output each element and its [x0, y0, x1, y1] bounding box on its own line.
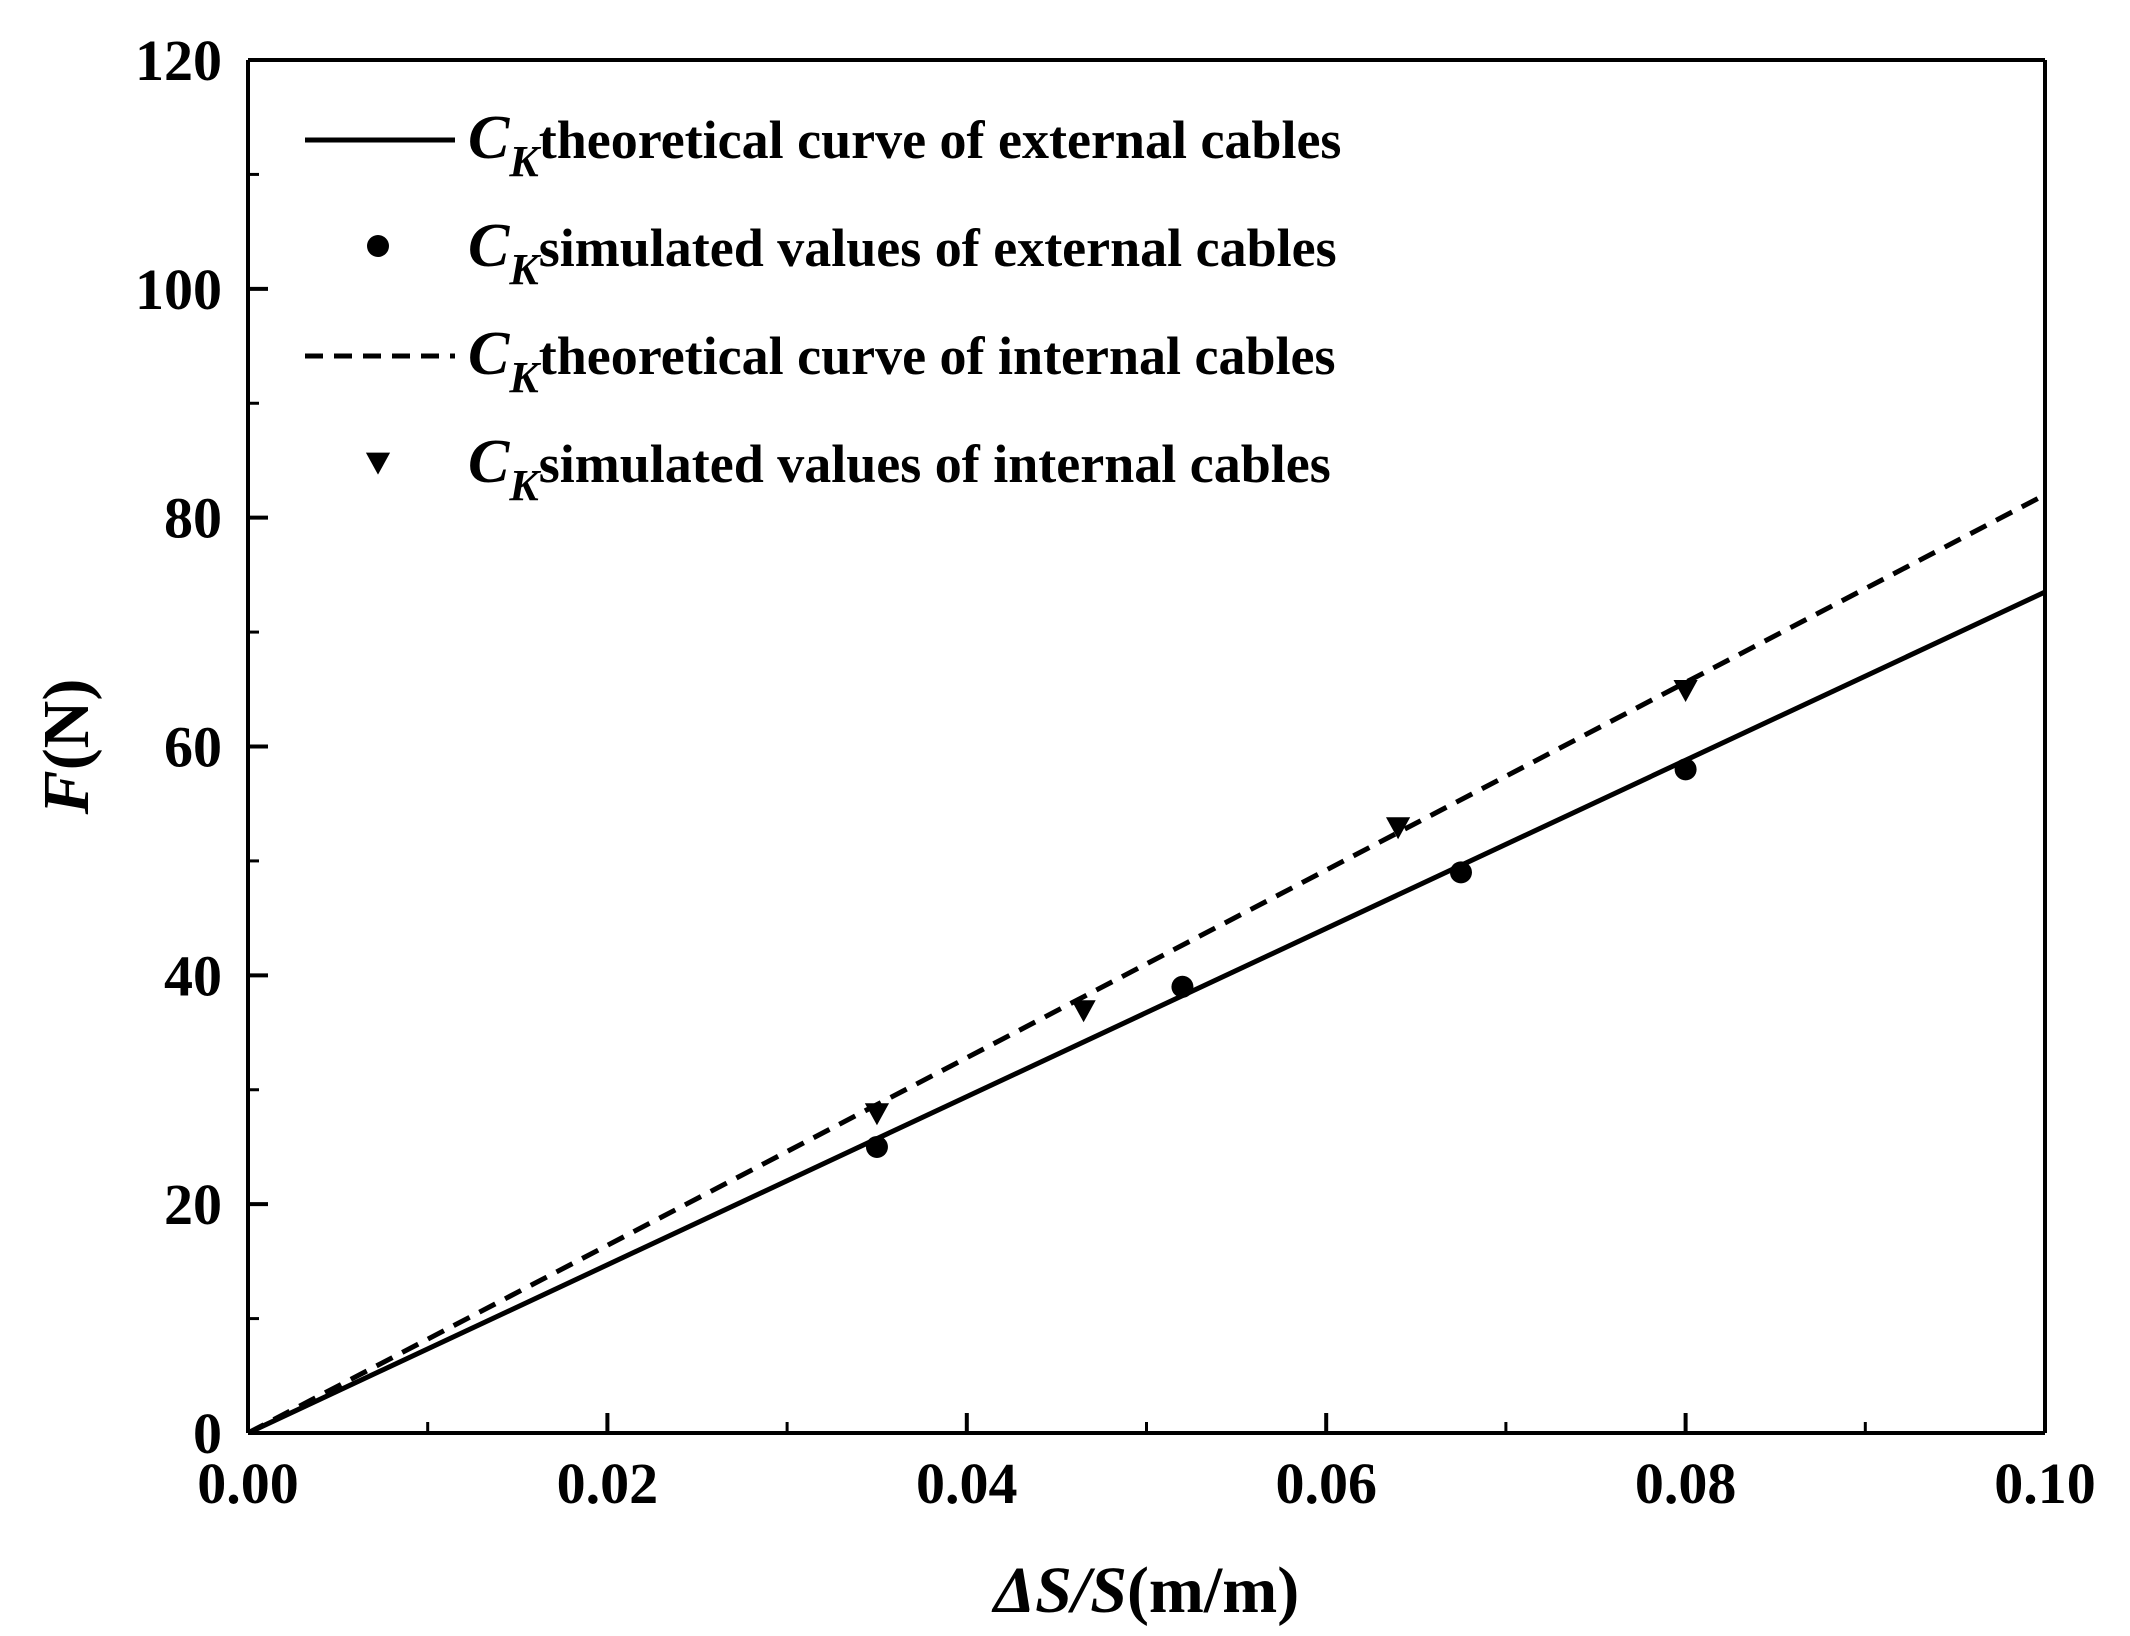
- x-axis-title-unit: (m/m): [1127, 1554, 1299, 1627]
- x-axis-title-symbol: ΔS/S: [991, 1554, 1127, 1627]
- x-tick-label: 0.08: [1635, 1451, 1737, 1516]
- triangle-data-point: [1385, 817, 1411, 840]
- legend-item: CKtheoretical curve of internal cables: [305, 320, 1336, 402]
- legend-subscript: K: [508, 353, 541, 402]
- legend-subscript: K: [508, 137, 541, 186]
- legend-subscript: K: [508, 461, 541, 510]
- legend-label: CKsimulated values of internal cables: [468, 428, 1331, 510]
- y-tick-label: 40: [164, 943, 222, 1008]
- x-tick-label: 0.04: [916, 1451, 1018, 1516]
- legend-name: simulated values of internal cables: [539, 434, 1331, 494]
- legend-item: CKtheoretical curve of external cables: [305, 104, 1341, 186]
- legend-symbol: C: [468, 320, 510, 388]
- y-tick-label: 100: [135, 257, 222, 322]
- x-ticks: 0.00 0.02 0.04 0.06 0.08 0.10: [197, 1413, 2096, 1516]
- legend-symbol: C: [468, 428, 510, 496]
- dashed-series-line: [248, 492, 2045, 1433]
- circle-data-point: [1449, 861, 1472, 884]
- legend-label: CKtheoretical curve of external cables: [468, 104, 1341, 186]
- legend: CKtheoretical curve of external cablesCK…: [305, 104, 1341, 510]
- y-ticks: 0 20 40 60 80 100 120: [135, 28, 268, 1466]
- circle-data-point: [1674, 758, 1697, 781]
- y-axis-title-symbol: F: [30, 770, 103, 815]
- circle-data-point: [865, 1135, 888, 1158]
- y-tick-label: 0: [193, 1401, 222, 1466]
- x-tick-label: 0.02: [557, 1451, 659, 1516]
- x-axis-title: ΔS/S(m/m): [991, 1554, 1299, 1627]
- series-2: [865, 758, 1697, 1158]
- legend-name: theoretical curve of internal cables: [539, 326, 1336, 386]
- legend-subscript: K: [508, 245, 541, 294]
- legend-item: CKsimulated values of internal cables: [365, 428, 1331, 510]
- circle-data-point: [1171, 975, 1194, 998]
- legend-item: CKsimulated values of external cables: [367, 212, 1337, 294]
- y-axis-title: F(N): [30, 679, 103, 816]
- series-3: [248, 492, 2045, 1433]
- triangle-data-point: [1673, 679, 1698, 702]
- series-4: [864, 679, 1698, 1126]
- legend-marker-swatch: [367, 235, 389, 257]
- legend-label: CKtheoretical curve of internal cables: [468, 320, 1336, 402]
- y-tick-label: 20: [164, 1172, 222, 1237]
- triangle-data-point: [1071, 1000, 1096, 1023]
- y-axis-title-unit: (N): [30, 679, 103, 771]
- series-1: [248, 589, 2045, 1433]
- legend-symbol: C: [468, 104, 510, 172]
- y-tick-label: 80: [164, 486, 222, 551]
- y-tick-label: 120: [135, 28, 222, 93]
- solid-series-line: [248, 589, 2045, 1433]
- triangle-data-point: [864, 1103, 890, 1126]
- legend-symbol: C: [468, 212, 510, 280]
- legend-marker-swatch: [365, 452, 391, 475]
- legend-name: simulated values of external cables: [539, 218, 1337, 278]
- legend-name: theoretical curve of external cables: [539, 110, 1342, 170]
- x-tick-label: 0.00: [197, 1451, 299, 1516]
- legend-label: CKsimulated values of external cables: [468, 212, 1337, 294]
- series-layer: [248, 492, 2045, 1433]
- x-tick-label: 0.10: [1994, 1451, 2096, 1516]
- y-tick-label: 60: [164, 715, 222, 780]
- x-tick-label: 0.06: [1275, 1451, 1377, 1516]
